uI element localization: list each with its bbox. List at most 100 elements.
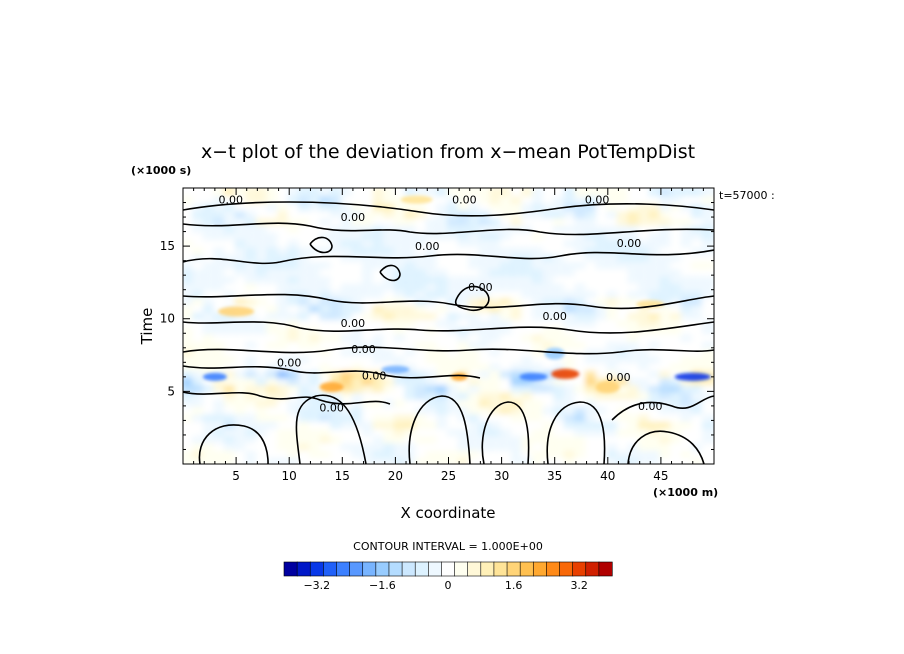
- field-cell: [648, 244, 663, 255]
- field-cell: [637, 411, 652, 422]
- field-cell: [191, 382, 206, 393]
- field-cell: [308, 448, 323, 459]
- field-cell: [414, 201, 429, 212]
- field-cell: [308, 339, 323, 350]
- contour-label: 0.00: [319, 401, 344, 414]
- field-cell: [584, 346, 599, 357]
- field-cell: [499, 281, 514, 292]
- field-cell: [372, 404, 387, 415]
- field-cell: [478, 346, 493, 357]
- field-cell: [637, 455, 652, 464]
- field-cell: [616, 188, 631, 197]
- field-cell: [595, 324, 610, 335]
- field-cell: [202, 411, 217, 422]
- field-cell: [276, 390, 291, 400]
- field-cell: [553, 455, 568, 464]
- field-cell: [351, 222, 366, 233]
- field-cell: [691, 339, 706, 350]
- field-cell: [531, 382, 546, 393]
- field-cell: [340, 193, 355, 204]
- field-cell: [202, 230, 217, 241]
- field-cell: [213, 448, 228, 459]
- field-cell: [584, 288, 599, 299]
- field-cell: [499, 259, 514, 270]
- field-cell: [234, 273, 249, 284]
- contour-label: 0.00: [341, 211, 366, 224]
- field-cell: [436, 310, 451, 321]
- field-cell: [680, 433, 695, 444]
- field-cell: [393, 448, 408, 459]
- field-cell: [191, 368, 206, 379]
- field-cell: [510, 302, 525, 313]
- field-cell: [627, 404, 642, 415]
- field-cell: [425, 433, 440, 444]
- field-cell: [510, 222, 525, 233]
- field-cell: [701, 237, 714, 248]
- field-cell: [266, 310, 281, 321]
- field-cell: [446, 419, 461, 430]
- field-cell: [616, 353, 631, 364]
- field-cell: [584, 310, 599, 321]
- field-cell: [701, 193, 714, 204]
- field-cell: [308, 419, 323, 430]
- field-cell: [404, 382, 419, 393]
- field-cell: [669, 266, 684, 277]
- field-cell: [319, 193, 334, 204]
- field-cell: [361, 448, 376, 459]
- field-cell: [191, 266, 206, 277]
- field-cell: [255, 411, 270, 422]
- field-cell: [213, 397, 228, 408]
- field-cell: [478, 188, 493, 197]
- field-cell: [361, 302, 376, 313]
- field-cell: [234, 230, 249, 241]
- field-cell: [319, 317, 334, 328]
- field-cell: [478, 375, 493, 386]
- field-cell: [287, 375, 302, 386]
- field-cell: [393, 266, 408, 277]
- field-cell: [648, 188, 663, 197]
- field-cell: [680, 455, 695, 464]
- field-cell: [574, 411, 589, 422]
- field-cell: [266, 397, 281, 408]
- field-cell: [616, 252, 631, 262]
- field-cell: [319, 375, 334, 386]
- field-cell: [478, 404, 493, 415]
- field-cell: [383, 433, 398, 444]
- field-cell: [393, 237, 408, 248]
- field-cell: [489, 353, 504, 364]
- field-cell: [351, 419, 366, 430]
- anomaly-core: [519, 372, 548, 381]
- field-cell: [691, 382, 706, 393]
- field-cell: [691, 281, 706, 292]
- field-cell: [521, 230, 536, 241]
- field-cell: [276, 188, 291, 197]
- field-cell: [510, 368, 525, 379]
- zero-contour: [454, 285, 490, 312]
- field-cell: [287, 419, 302, 430]
- field-cell: [393, 188, 408, 197]
- field-cell: [436, 360, 451, 371]
- field-cell: [616, 230, 631, 241]
- field-cell: [191, 237, 206, 248]
- field-cell: [659, 281, 674, 292]
- field-cell: [255, 215, 270, 226]
- field-cell: [351, 404, 366, 415]
- field-cell: [329, 193, 344, 204]
- field-cell: [351, 368, 366, 379]
- field-cell: [446, 324, 461, 335]
- field-cell: [276, 440, 291, 451]
- field-cell: [584, 382, 599, 393]
- field-cell: [191, 404, 206, 415]
- field-cell: [691, 230, 706, 241]
- field-cell: [659, 339, 674, 350]
- field-cell: [574, 324, 589, 335]
- field-cell: [202, 252, 217, 262]
- field-cell: [584, 266, 599, 277]
- field-cell: [446, 222, 461, 233]
- field-cell: [351, 259, 366, 270]
- field-cell: [606, 288, 621, 299]
- field-cell: [542, 390, 557, 400]
- zero-contour: [379, 264, 401, 282]
- field-cell: [436, 353, 451, 364]
